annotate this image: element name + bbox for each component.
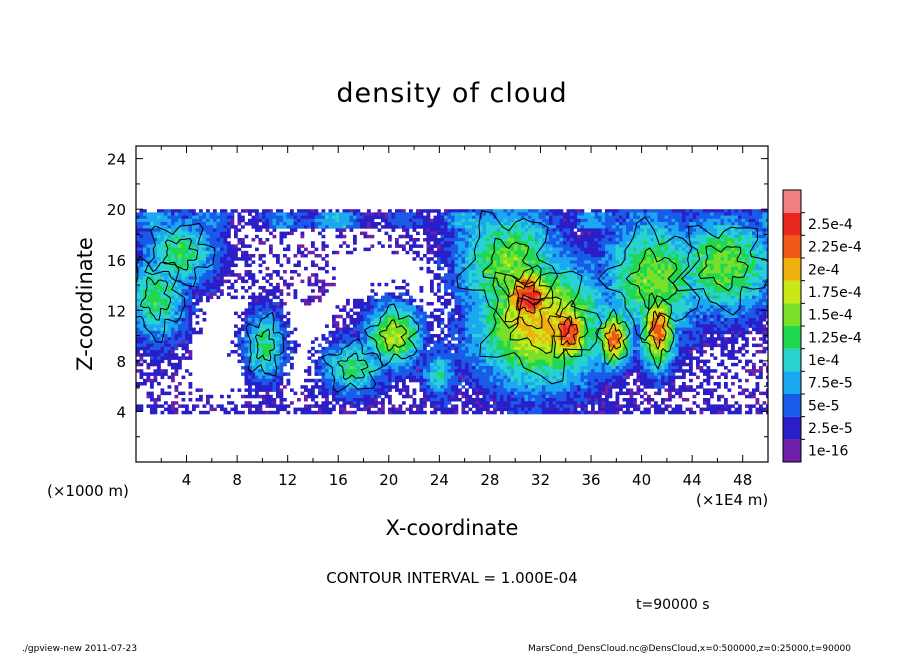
colorbar-label: 2.5e-5 [808, 421, 853, 437]
colorbar-label: 2.25e-4 [808, 240, 862, 256]
colorbar-label: 2e-4 [808, 262, 840, 278]
x-tick-label: 36 [581, 471, 600, 489]
y-tick-label: 16 [107, 252, 126, 270]
colorbar-label: 7.5e-5 [808, 376, 853, 392]
x-tick-label: 24 [430, 471, 449, 489]
x-unit-left: (×1000 m) [47, 482, 129, 500]
colorbar-swatch [783, 326, 801, 349]
colorbar-label: 2.5e-4 [808, 217, 853, 233]
footer-left: ./gpview-new 2011-07-23 [22, 644, 137, 654]
colorbar-label: 1e-16 [808, 444, 848, 460]
y-tick-label: 8 [116, 353, 126, 371]
heatmap-field [136, 209, 770, 414]
y-tick-label: 12 [107, 302, 126, 320]
x-tick-label: 32 [531, 471, 550, 489]
colorbar-swatch [783, 235, 801, 258]
x-tick-label: 8 [232, 471, 242, 489]
chart-title: density of cloud [336, 78, 567, 109]
x-tick-label: 44 [683, 471, 702, 489]
footer-right: MarsCond_DensCloud.nc@DensCloud,x=0:5000… [528, 644, 851, 654]
colorbar-swatch [783, 258, 801, 281]
x-axis-title: X-coordinate [386, 516, 519, 540]
colorbar-swatch [783, 371, 801, 394]
colorbar-swatch [783, 417, 801, 440]
colorbar-swatch [783, 439, 801, 462]
x-tick-label: 40 [632, 471, 651, 489]
y-axis-title: Z-coordinate [73, 237, 97, 371]
x-tick-label: 4 [182, 471, 192, 489]
colorbar-swatch [783, 190, 801, 213]
colorbar-swatch [783, 281, 801, 304]
colorbar-label: 5e-5 [808, 398, 839, 414]
x-tick-label: 48 [733, 471, 752, 489]
x-unit-right: (×1E4 m) [696, 491, 768, 509]
colorbar-swatch [783, 213, 801, 236]
x-tick-label: 20 [379, 471, 398, 489]
y-tick-label: 20 [107, 201, 126, 219]
x-tick-label: 12 [278, 471, 297, 489]
x-tick-label: 16 [329, 471, 348, 489]
colorbar-label: 1.25e-4 [808, 330, 862, 346]
contour-interval-note: CONTOUR INTERVAL = 1.000E-04 [326, 569, 577, 587]
colorbar-label: 1.75e-4 [808, 285, 862, 301]
colorbar-label: 1.5e-4 [808, 308, 853, 324]
colorbar-swatch [783, 349, 801, 372]
y-tick-label: 24 [107, 151, 126, 169]
colorbar-label: 1e-4 [808, 353, 840, 369]
colorbar: 1e-16 2.5e-5 5e-5 7.5e-5 1e-4 1.25e-4 1.5e-4 1.… [783, 190, 862, 462]
time-label: t=90000 s [636, 597, 710, 613]
colorbar-swatch [783, 394, 801, 417]
y-tick-label: 4 [116, 403, 126, 421]
x-tick-label: 28 [480, 471, 499, 489]
colorbar-swatch [783, 303, 801, 326]
